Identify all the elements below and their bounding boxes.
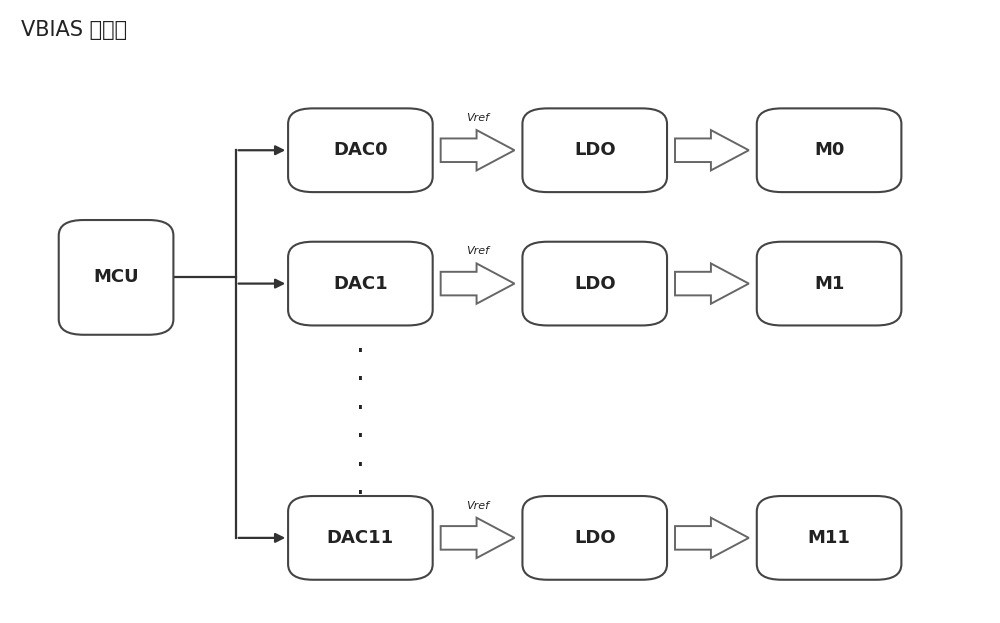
Text: LDO: LDO bbox=[574, 529, 616, 547]
Text: DAC11: DAC11 bbox=[327, 529, 394, 547]
FancyArrow shape bbox=[441, 130, 514, 171]
Text: MCU: MCU bbox=[93, 269, 139, 287]
Text: ·: · bbox=[356, 424, 365, 452]
FancyBboxPatch shape bbox=[522, 496, 667, 580]
FancyBboxPatch shape bbox=[522, 242, 667, 325]
Text: M11: M11 bbox=[808, 529, 851, 547]
Text: ·: · bbox=[356, 366, 365, 394]
FancyBboxPatch shape bbox=[757, 242, 901, 325]
Text: ·: · bbox=[356, 480, 365, 508]
FancyArrow shape bbox=[675, 264, 749, 304]
FancyArrow shape bbox=[441, 264, 514, 304]
FancyBboxPatch shape bbox=[288, 108, 433, 192]
Text: Vref: Vref bbox=[466, 246, 489, 256]
FancyArrow shape bbox=[441, 518, 514, 558]
Text: M1: M1 bbox=[814, 275, 844, 293]
FancyArrow shape bbox=[675, 518, 749, 558]
FancyBboxPatch shape bbox=[59, 220, 173, 335]
Text: Vref: Vref bbox=[466, 113, 489, 123]
Text: DAC0: DAC0 bbox=[333, 141, 388, 159]
FancyBboxPatch shape bbox=[288, 242, 433, 325]
Text: LDO: LDO bbox=[574, 275, 616, 293]
FancyBboxPatch shape bbox=[522, 108, 667, 192]
FancyBboxPatch shape bbox=[757, 108, 901, 192]
Text: LDO: LDO bbox=[574, 141, 616, 159]
FancyBboxPatch shape bbox=[288, 496, 433, 580]
FancyBboxPatch shape bbox=[757, 496, 901, 580]
Text: DAC1: DAC1 bbox=[333, 275, 388, 293]
Text: VBIAS 写入：: VBIAS 写入： bbox=[21, 20, 127, 40]
Text: M0: M0 bbox=[814, 141, 844, 159]
Text: ·: · bbox=[356, 452, 365, 480]
Text: Vref: Vref bbox=[466, 501, 489, 511]
Text: ·: · bbox=[356, 395, 365, 423]
FancyArrow shape bbox=[675, 130, 749, 171]
Text: ·: · bbox=[356, 338, 365, 366]
